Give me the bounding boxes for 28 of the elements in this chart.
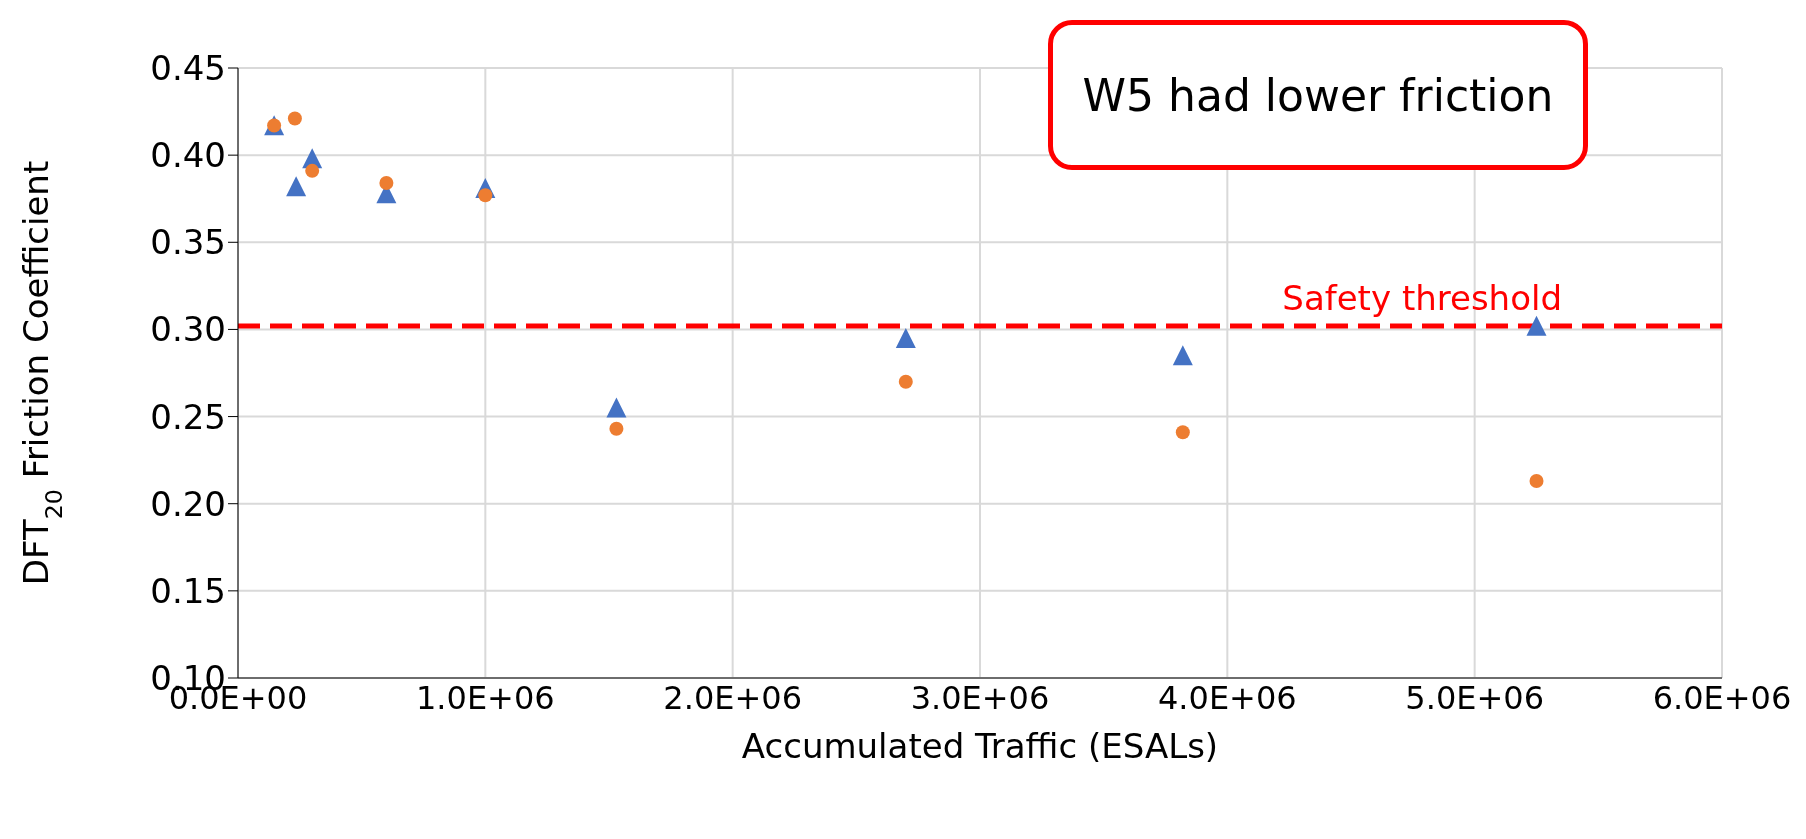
point [287, 111, 302, 126]
point [1175, 425, 1190, 440]
point [606, 397, 627, 418]
y-tick-label: 0.40 [150, 135, 226, 176]
y-tick-label: 0.45 [150, 48, 226, 89]
x-axis-title: Accumulated Traffic (ESALs) [741, 726, 1219, 766]
y-tick-label: 0.35 [150, 222, 226, 263]
point [286, 176, 307, 197]
y-tick-label: 0.25 [150, 396, 226, 437]
y-tick-label: 0.30 [150, 309, 226, 350]
point [1172, 345, 1193, 366]
y-tick-label: 0.15 [150, 570, 226, 611]
point [1529, 474, 1544, 489]
x-tick-label: 2.0E+06 [663, 678, 802, 717]
x-tick-label: 1.0E+06 [416, 678, 555, 717]
x-tick-label: 5.0E+06 [1405, 678, 1544, 717]
point [895, 327, 916, 348]
point [898, 374, 913, 389]
point [305, 163, 320, 178]
point [1526, 315, 1547, 336]
callout-box: W5 had lower friction [1048, 20, 1588, 170]
ref-line-label: Safety threshold [1282, 277, 1562, 318]
x-tick-label: 3.0E+06 [910, 678, 1050, 717]
y-tick-label: 0.20 [150, 483, 226, 524]
point [379, 176, 394, 191]
point [609, 421, 624, 436]
x-tick-label: 6.0E+06 [1652, 678, 1792, 717]
x-tick-label: 4.0E+06 [1158, 678, 1297, 717]
